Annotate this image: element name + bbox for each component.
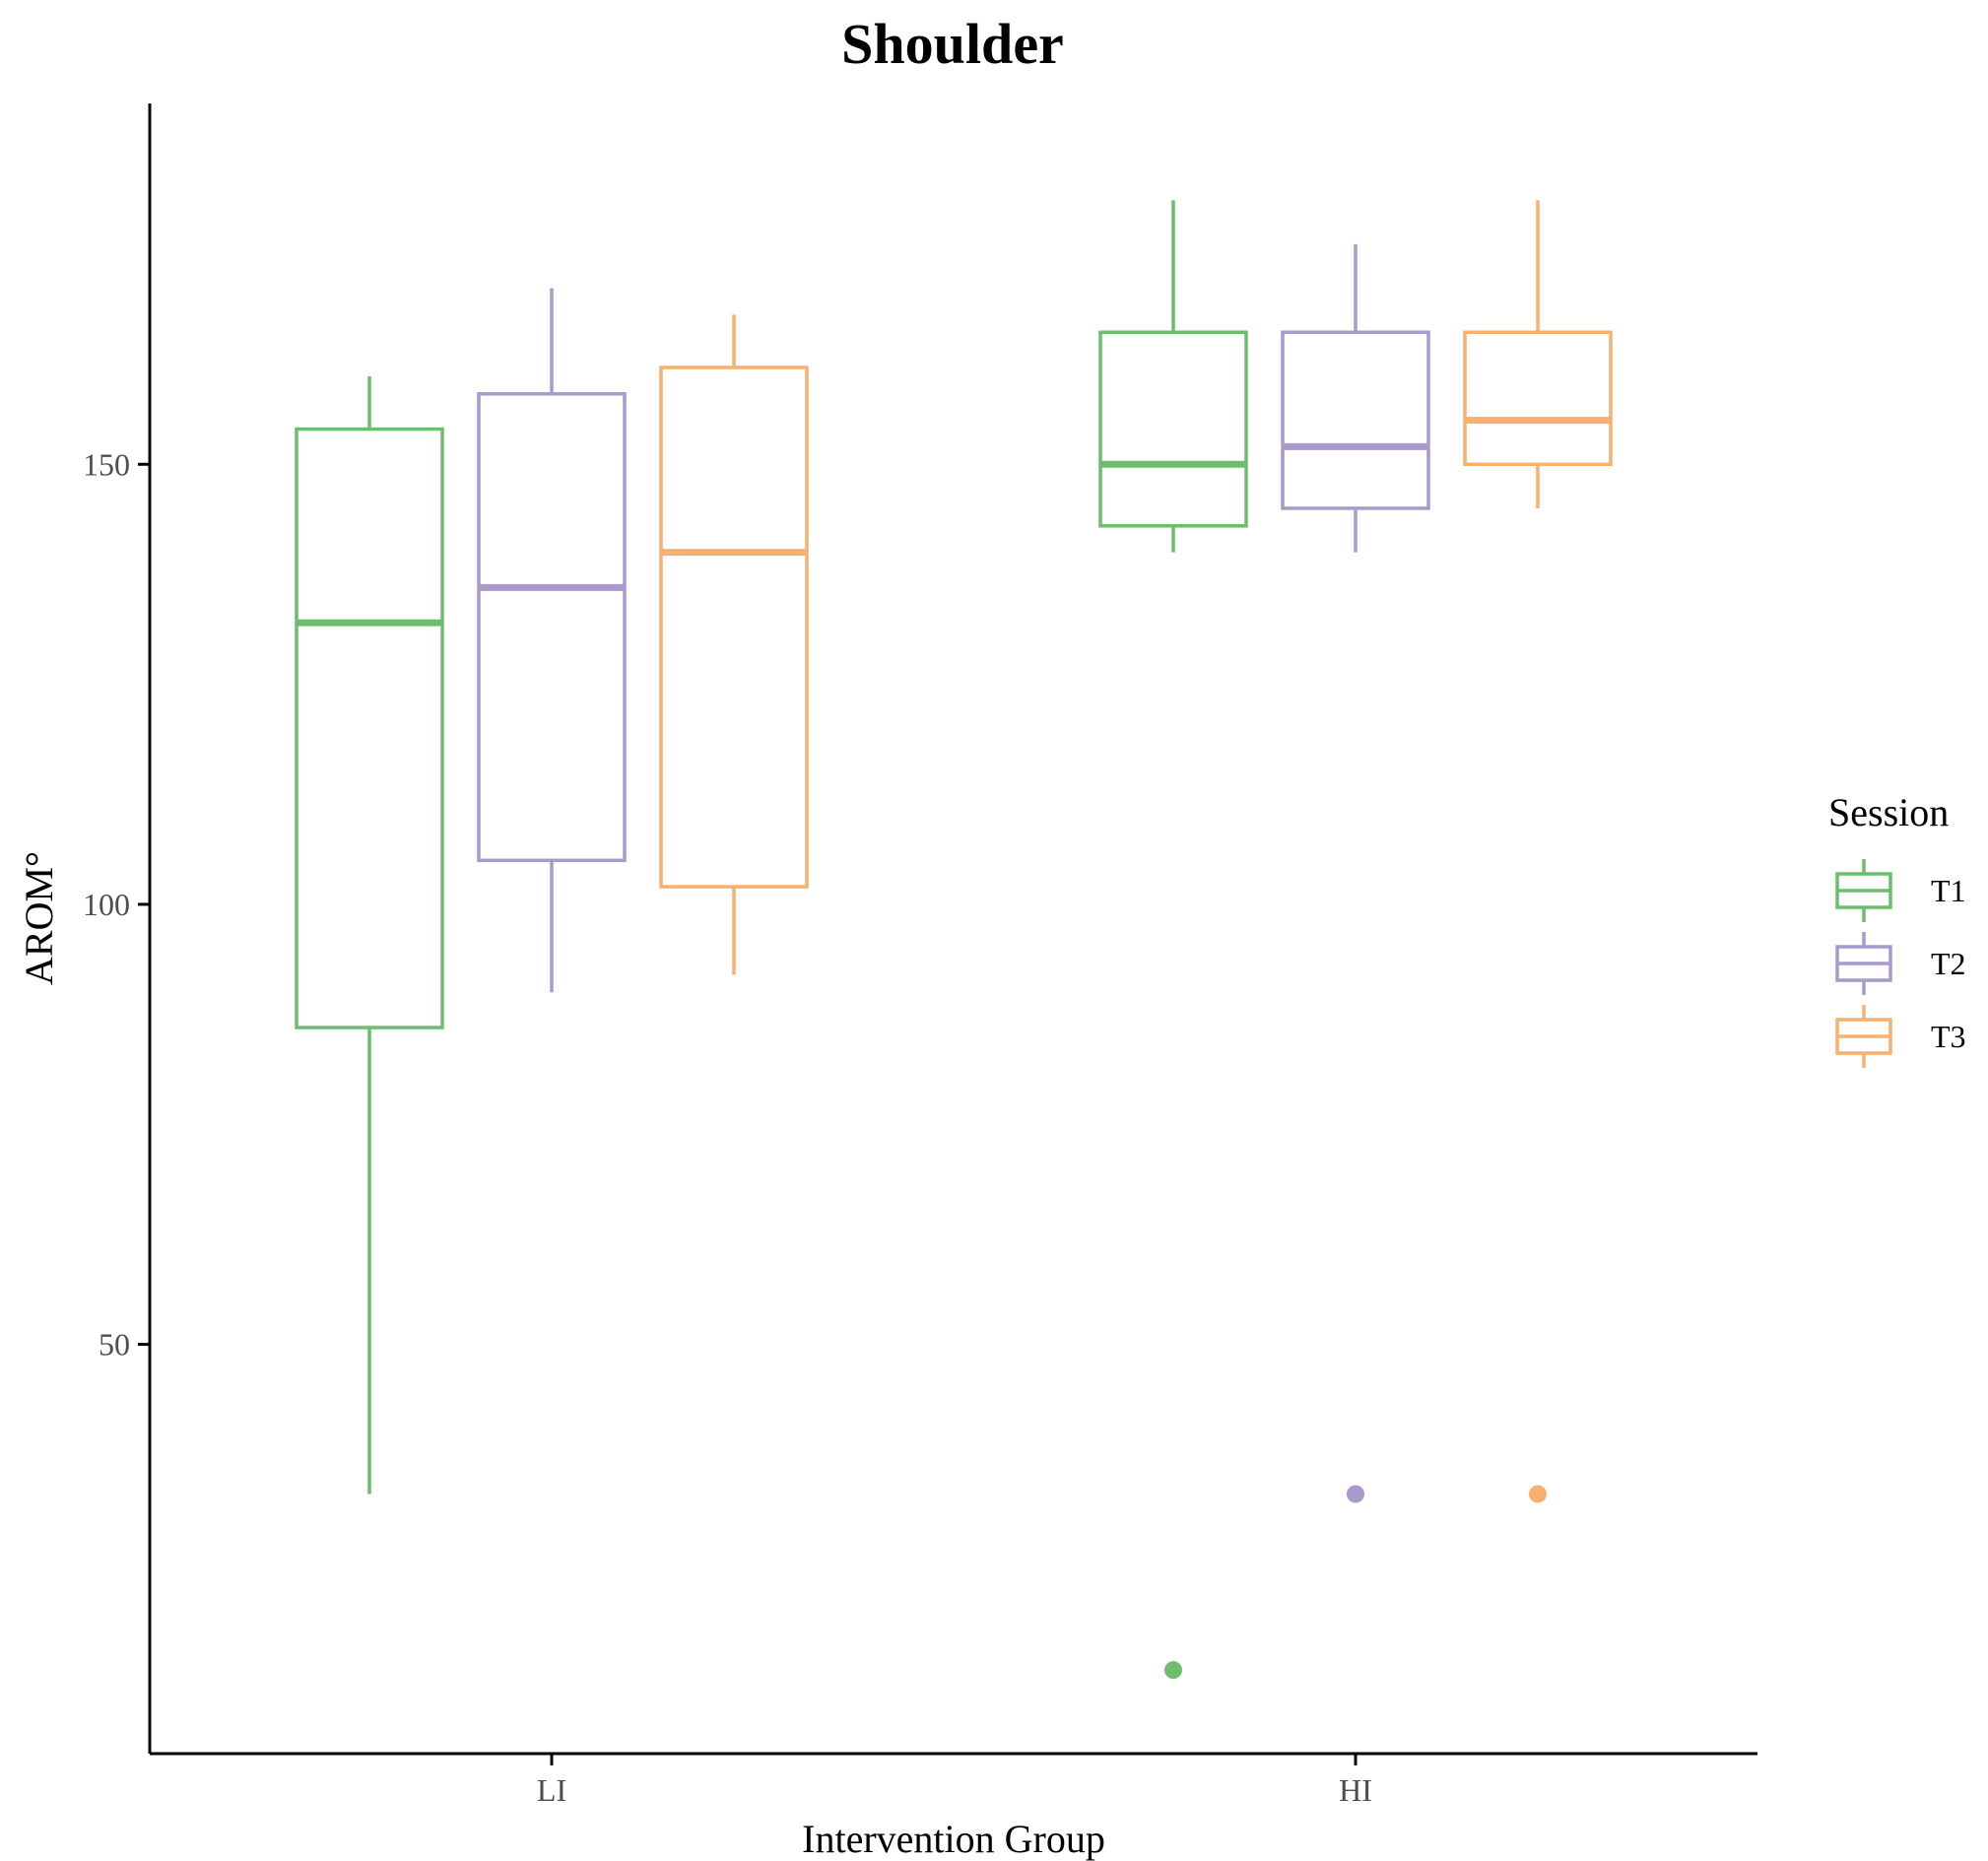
box-T3-HI bbox=[1463, 200, 1613, 1503]
legend: Session T1 T2 T3 bbox=[1828, 790, 1966, 1068]
box-T2-LI bbox=[477, 288, 627, 993]
legend-label: T2 bbox=[1931, 946, 1966, 981]
box-iqr bbox=[1281, 330, 1430, 510]
outlier-point bbox=[1529, 1485, 1547, 1503]
box-iqr bbox=[1098, 330, 1248, 528]
x-axis-ticks: LI HI bbox=[537, 1754, 1372, 1808]
outlier-point bbox=[1347, 1485, 1364, 1503]
y-axis-title: AROM° bbox=[17, 851, 61, 985]
box-T1-LI bbox=[295, 375, 444, 1495]
x-tick-label: LI bbox=[537, 1772, 566, 1808]
y-tick-label: 50 bbox=[99, 1327, 130, 1363]
x-tick-label: HI bbox=[1339, 1772, 1372, 1808]
outlier-point bbox=[1164, 1661, 1182, 1680]
legend-label: T1 bbox=[1931, 873, 1966, 908]
box-T2-HI bbox=[1281, 243, 1430, 1503]
box-iqr bbox=[295, 427, 444, 1030]
box-iqr bbox=[659, 366, 809, 889]
box-iqr bbox=[477, 392, 627, 863]
x-axis-title: Intervention Group bbox=[802, 1817, 1105, 1861]
plot-area bbox=[295, 200, 1613, 1680]
legend-label: T3 bbox=[1931, 1019, 1966, 1054]
legend-key-T3: T3 bbox=[1835, 1005, 1966, 1068]
box-iqr bbox=[1463, 330, 1613, 467]
box-T3-LI bbox=[659, 314, 809, 975]
legend-title: Session bbox=[1828, 790, 1949, 834]
chart-title: Shoulder bbox=[841, 12, 1064, 76]
y-tick-label: 150 bbox=[83, 446, 130, 482]
y-axis-ticks: 50 100 150 bbox=[83, 446, 150, 1363]
legend-key-T1: T1 bbox=[1835, 859, 1966, 922]
y-tick-label: 100 bbox=[83, 887, 130, 922]
box-T1-HI bbox=[1098, 200, 1248, 1680]
legend-key-T2: T2 bbox=[1835, 932, 1966, 995]
